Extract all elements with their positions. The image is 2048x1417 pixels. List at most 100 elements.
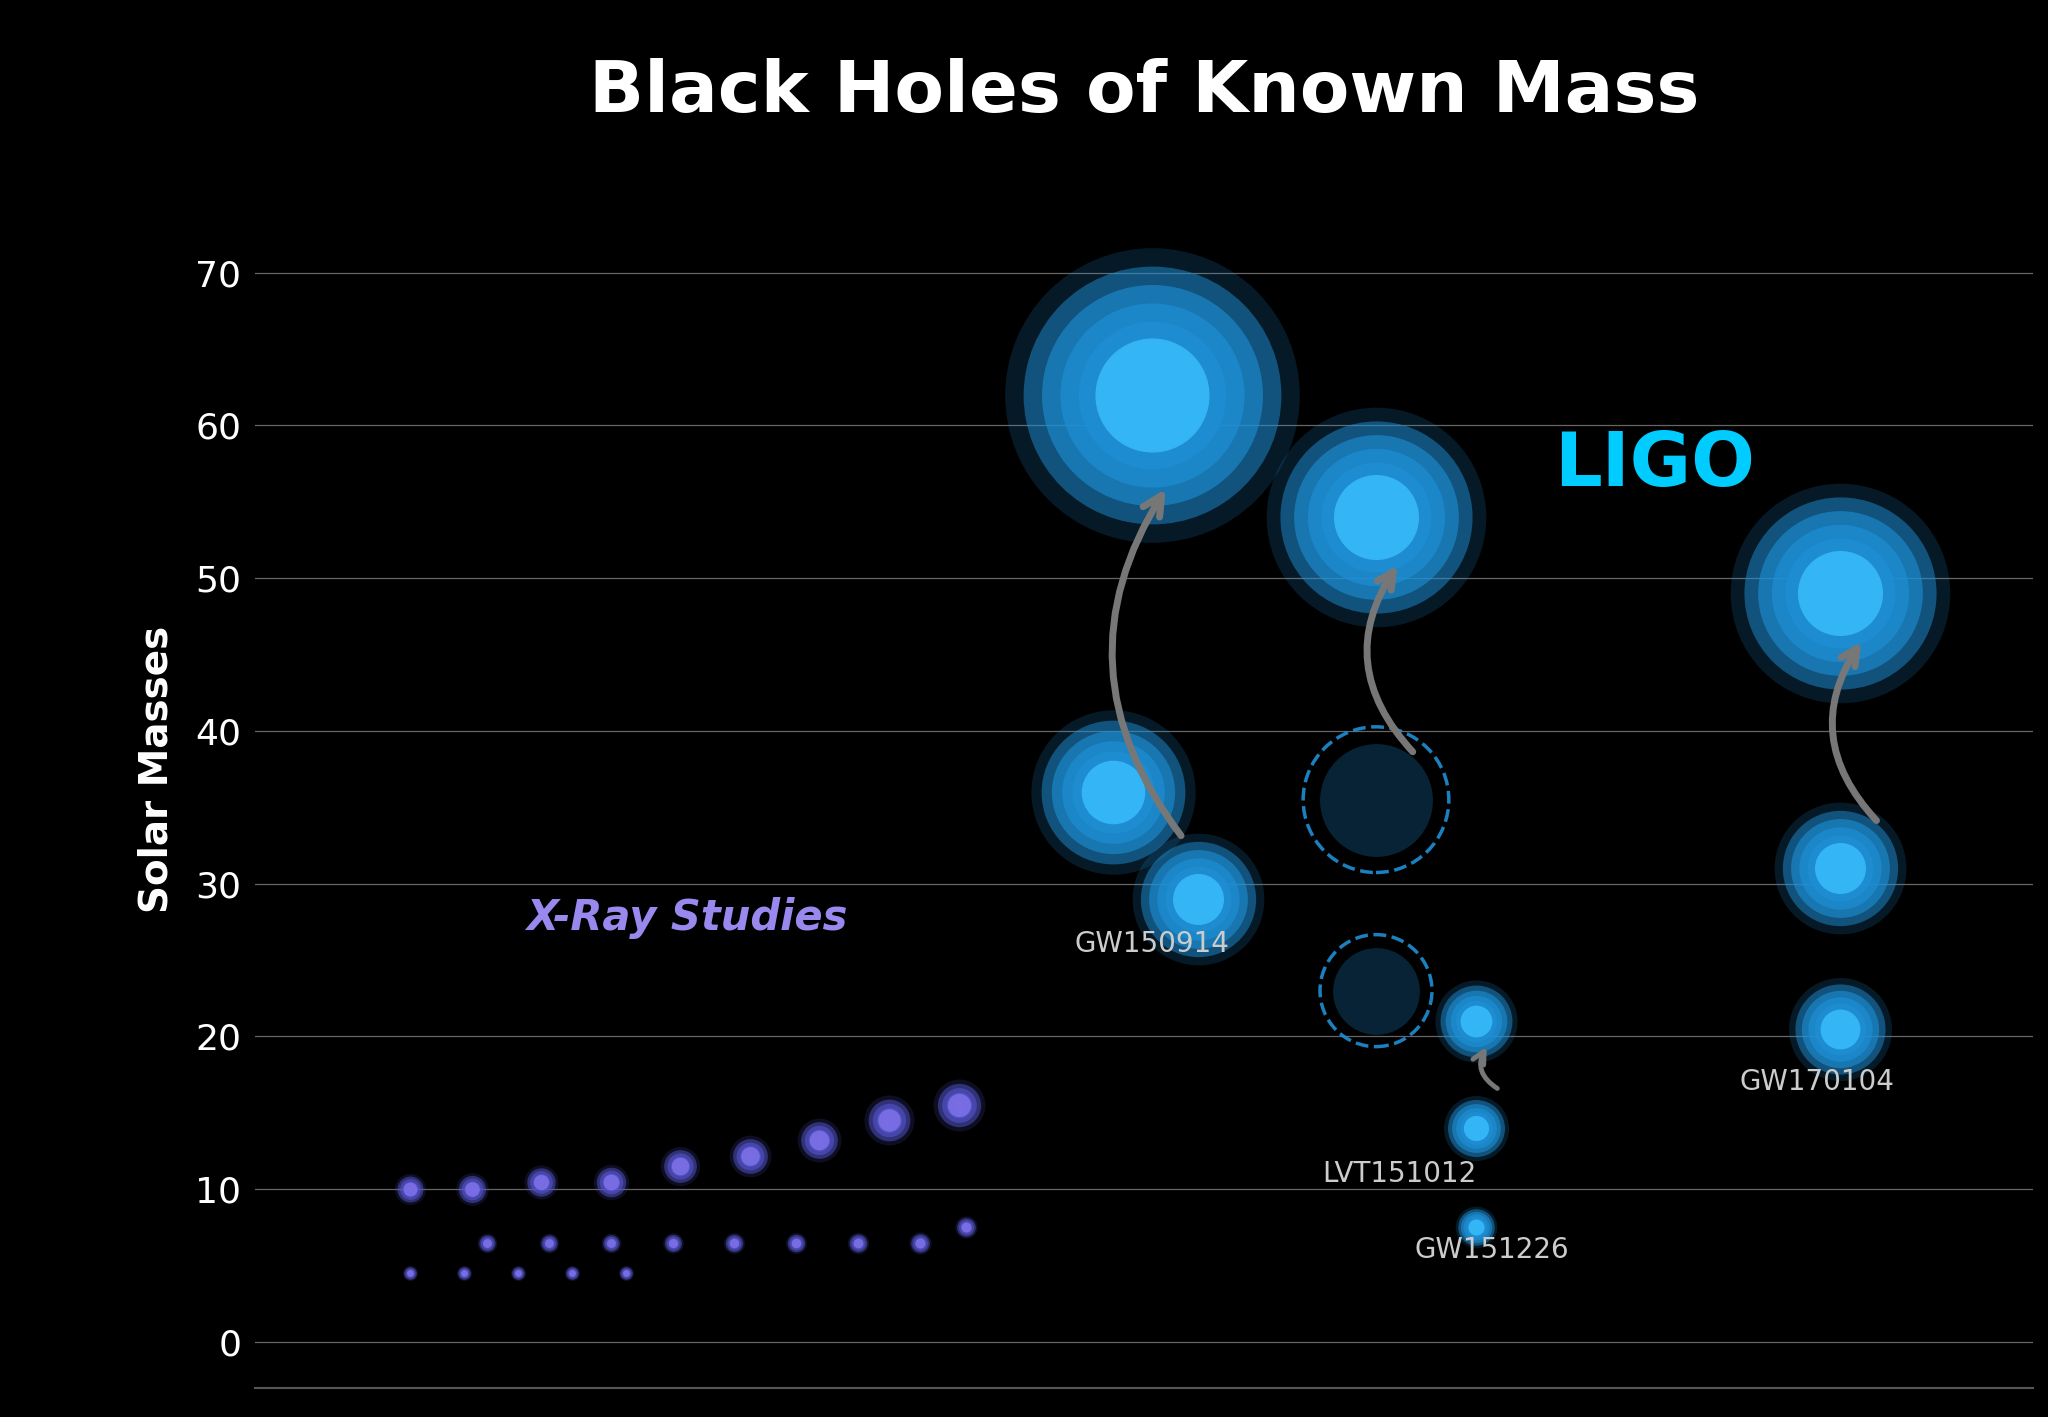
Point (655, 1231, 688, 1254)
Point (1460, 1216, 1493, 1238)
Point (449, 1263, 481, 1285)
Point (1823, 1017, 1855, 1040)
Point (1460, 1216, 1493, 1238)
Point (1098, 781, 1130, 803)
Point (524, 1170, 557, 1193)
Point (1182, 887, 1214, 910)
Point (1182, 887, 1214, 910)
Point (455, 1178, 487, 1200)
Point (449, 1263, 481, 1285)
Point (1098, 781, 1130, 803)
Point (842, 1231, 874, 1254)
Point (524, 1170, 557, 1193)
Point (1360, 788, 1393, 811)
Point (594, 1170, 627, 1193)
Point (449, 1263, 481, 1285)
Point (1360, 788, 1393, 811)
Point (555, 1263, 588, 1285)
Point (1460, 1117, 1493, 1139)
Point (502, 1263, 535, 1285)
Point (455, 1178, 487, 1200)
Point (1823, 582, 1855, 605)
Point (1460, 1117, 1493, 1139)
Point (1460, 1216, 1493, 1238)
Point (1823, 1017, 1855, 1040)
Point (950, 1216, 983, 1238)
Point (733, 1145, 766, 1168)
Point (1823, 1017, 1855, 1040)
Point (1360, 506, 1393, 529)
Point (532, 1231, 565, 1254)
Point (1360, 979, 1393, 1002)
FancyArrowPatch shape (1833, 648, 1876, 820)
Point (502, 1263, 535, 1285)
Point (1460, 1010, 1493, 1033)
Point (733, 1145, 766, 1168)
Point (780, 1231, 813, 1254)
Point (1460, 1216, 1493, 1238)
Point (555, 1263, 588, 1285)
Point (842, 1231, 874, 1254)
Point (449, 1263, 481, 1285)
Point (1460, 1216, 1493, 1238)
Point (1823, 857, 1855, 880)
Point (502, 1263, 535, 1285)
Point (594, 1231, 627, 1254)
Point (555, 1263, 588, 1285)
Point (1460, 1117, 1493, 1139)
Point (664, 1155, 696, 1178)
Point (1182, 887, 1214, 910)
Point (1098, 781, 1130, 803)
Point (449, 1263, 481, 1285)
Point (733, 1145, 766, 1168)
Point (903, 1231, 936, 1254)
Title: Black Holes of Known Mass: Black Holes of Known Mass (590, 58, 1700, 126)
Point (1460, 1216, 1493, 1238)
Text: LIGO: LIGO (1554, 429, 1755, 503)
Point (1135, 384, 1167, 407)
Point (532, 1231, 565, 1254)
Point (1360, 506, 1393, 529)
Point (471, 1231, 504, 1254)
Point (393, 1263, 426, 1285)
Y-axis label: Solar Masses: Solar Masses (137, 625, 176, 913)
Point (393, 1263, 426, 1285)
Point (455, 1178, 487, 1200)
Point (1823, 857, 1855, 880)
Point (1823, 857, 1855, 880)
Point (610, 1263, 643, 1285)
Point (594, 1231, 627, 1254)
Point (1460, 1117, 1493, 1139)
Point (842, 1231, 874, 1254)
Point (455, 1178, 487, 1200)
Point (455, 1178, 487, 1200)
Point (942, 1094, 975, 1117)
Point (1823, 582, 1855, 605)
Point (1460, 1010, 1493, 1033)
Point (1135, 384, 1167, 407)
Point (532, 1231, 565, 1254)
Point (524, 1170, 557, 1193)
Point (872, 1110, 905, 1132)
Point (610, 1263, 643, 1285)
Point (719, 1231, 752, 1254)
Point (1360, 979, 1393, 1002)
Point (733, 1145, 766, 1168)
Point (719, 1231, 752, 1254)
Point (1182, 887, 1214, 910)
Point (1135, 384, 1167, 407)
Point (655, 1231, 688, 1254)
Point (1823, 1017, 1855, 1040)
Point (1360, 506, 1393, 529)
Point (903, 1231, 936, 1254)
Point (719, 1231, 752, 1254)
Point (1823, 1017, 1855, 1040)
Text: X-Ray Studies: X-Ray Studies (526, 897, 848, 938)
Point (393, 1263, 426, 1285)
Point (803, 1129, 836, 1152)
Point (594, 1170, 627, 1193)
Point (1360, 506, 1393, 529)
Point (502, 1263, 535, 1285)
Point (1098, 781, 1130, 803)
Point (1460, 1216, 1493, 1238)
